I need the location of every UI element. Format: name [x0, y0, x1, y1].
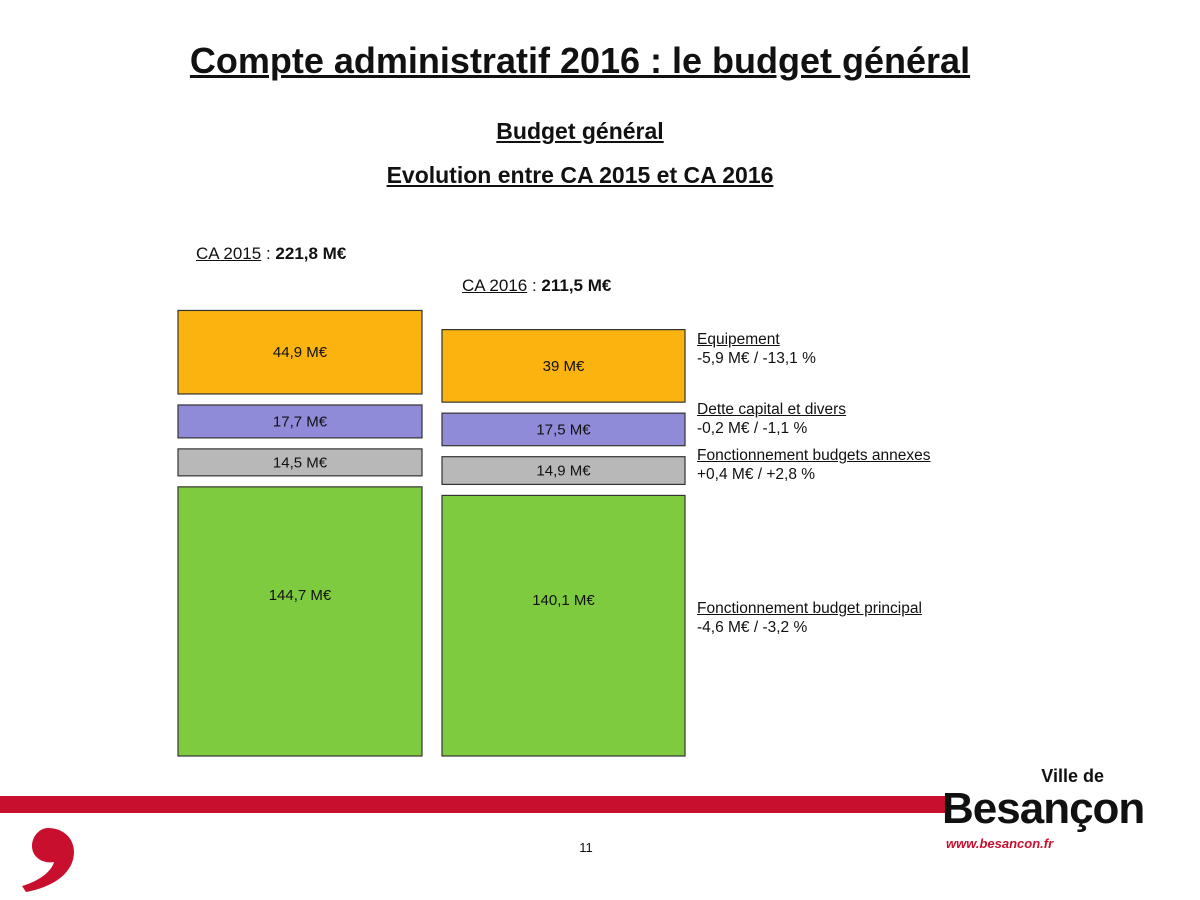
legend-equipement: Equipement -5,9 M€ / -13,1 %: [697, 330, 816, 368]
ville-de-besancon-logo: Ville de Besançon www.besancon.fr: [940, 766, 1160, 856]
legend-equipement-name: Equipement: [697, 331, 780, 348]
ca-2016-separator: :: [527, 276, 542, 295]
ca-2016-total: CA 2016 : 211,5 M€: [462, 276, 611, 296]
chart-subtitle-budget: Budget général: [496, 118, 664, 144]
value-label-principal-2015: 144,7 M€: [269, 587, 332, 604]
value-label-equipement-2016: 39 M€: [543, 358, 585, 375]
legend-principal: Fonctionnement budget principal -4,6 M€ …: [697, 599, 922, 637]
block-principal-2016: [441, 494, 686, 757]
ca-2016-value: 211,5 M€: [541, 276, 612, 295]
value-label-dette-2016: 17,5 M€: [536, 421, 591, 438]
footer-red-band: [0, 796, 945, 813]
legend-annexes-change: +0,4 M€ / +2,8 %: [697, 466, 816, 483]
value-label-annexes-2016: 14,9 M€: [536, 463, 591, 480]
legend-dette: Dette capital et divers -0,2 M€ / -1,1 %: [697, 400, 846, 438]
legend-equipement-change: -5,9 M€ / -13,1 %: [697, 350, 816, 367]
block-dette-2015: [177, 404, 423, 439]
legend-principal-change: -4,6 M€ / -3,2 %: [697, 619, 808, 636]
legend-dette-change: -0,2 M€ / -1,1 %: [697, 420, 808, 437]
logo-ville-de: Ville de: [1041, 766, 1104, 786]
value-label-equipement-2015: 44,9 M€: [273, 344, 328, 361]
legend-annexes: Fonctionnement budgets annexes +0,4 M€ /…: [697, 446, 931, 484]
block-equipement-2015: [177, 309, 423, 395]
block-dette-2016: [441, 412, 686, 447]
ca-2015-separator: :: [261, 244, 276, 263]
page-title: Compte administratif 2016 : le budget gé…: [189, 40, 971, 81]
logo-website: www.besancon.fr: [946, 836, 1054, 851]
legend-dette-name: Dette capital et divers: [697, 401, 847, 418]
ca-2016-label: CA 2016: [462, 276, 528, 295]
ca-2015-total: CA 2015 : 221,8 M€: [196, 244, 346, 264]
value-label-dette-2015: 17,7 M€: [273, 413, 328, 430]
value-label-annexes-2015: 14,5 M€: [273, 454, 328, 471]
chart-subtitle-evolution: Evolution entre CA 2015 et CA 2016: [386, 162, 774, 188]
ca-2015-value: 221,8 M€: [275, 244, 347, 263]
besancon-comma-icon: [22, 828, 74, 892]
ca-2015-label: CA 2015: [196, 244, 262, 263]
page-number: 11: [579, 840, 593, 855]
block-annexes-2015: [177, 448, 423, 477]
block-equipement-2016: [441, 329, 686, 403]
legend-annexes-name: Fonctionnement budgets annexes: [697, 447, 931, 464]
value-label-principal-2016: 140,1 M€: [532, 592, 595, 609]
block-annexes-2016: [441, 456, 686, 486]
logo-city-name: Besançon: [942, 784, 1145, 833]
block-principal-2015: [177, 486, 423, 757]
legend-principal-name: Fonctionnement budget principal: [697, 600, 922, 617]
